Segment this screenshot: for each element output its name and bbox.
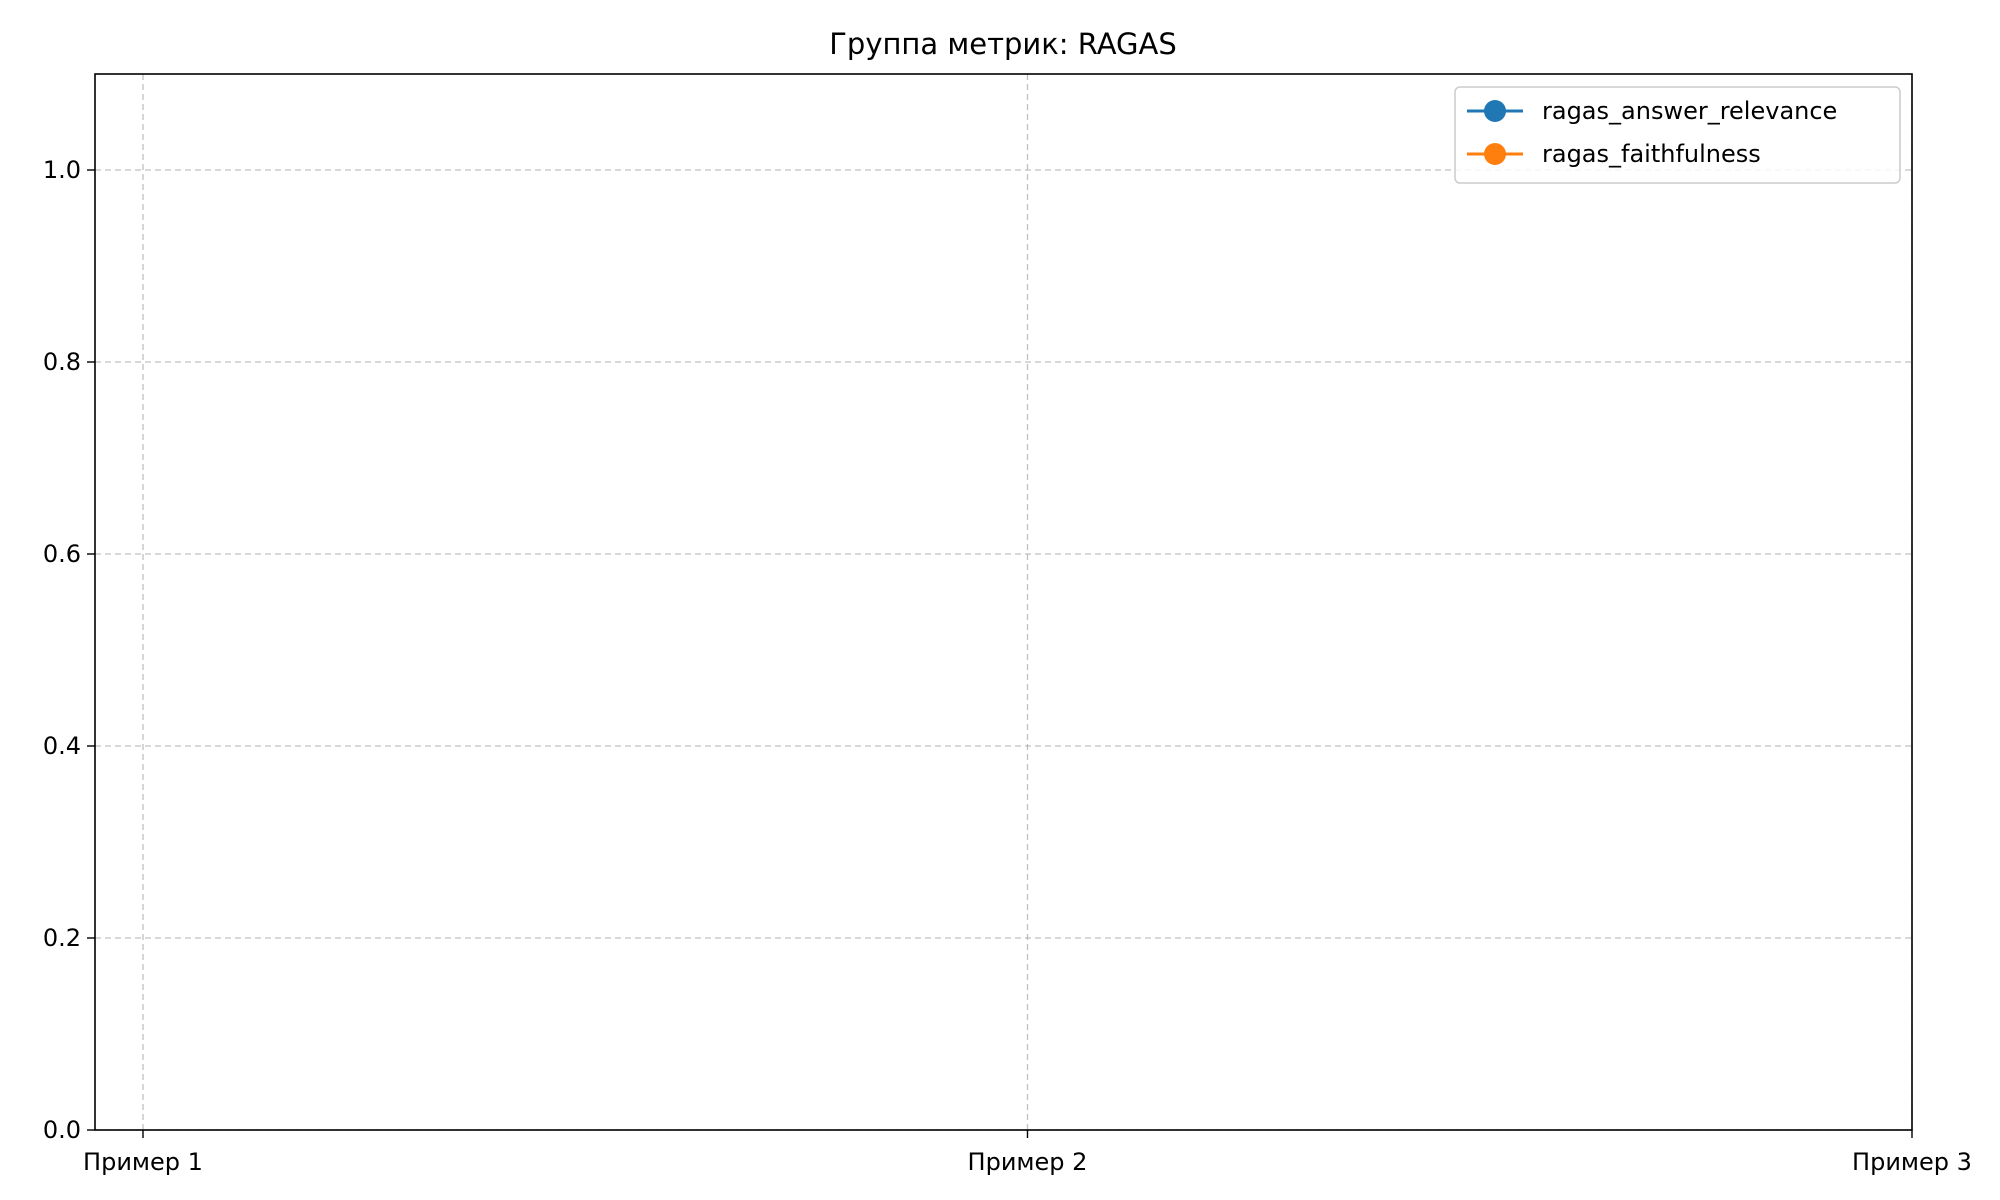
legend-marker: [1484, 100, 1506, 122]
chart-title: Группа метрик: RAGAS: [829, 27, 1177, 61]
x-tick-label: Пример 3: [1852, 1148, 1972, 1176]
x-tick-label: Пример 1: [83, 1148, 203, 1176]
legend-label: ragas_answer_relevance: [1542, 97, 1837, 125]
y-tick-label: 0.6: [43, 540, 81, 568]
legend: ragas_answer_relevance ragas_faithfulness: [1454, 86, 1901, 184]
y-tick-label: 0.4: [43, 732, 81, 760]
plot-area: [95, 74, 1912, 1130]
x-axis: Пример 1 Пример 2 Пример 3: [83, 1130, 1972, 1176]
y-tick-label: 1.0: [43, 156, 81, 184]
x-tick-label: Пример 2: [968, 1148, 1088, 1176]
y-tick-label: 0.2: [43, 924, 81, 952]
plot-frame: [94, 73, 1913, 1131]
y-axis: 0.0 0.2 0.4 0.6 0.8 1.0: [43, 156, 95, 1144]
legend-label: ragas_faithfulness: [1542, 140, 1761, 168]
y-tick-label: 0.8: [43, 348, 81, 376]
legend-box: [1454, 86, 1901, 184]
y-tick-label: 0.0: [43, 1116, 81, 1144]
legend-marker: [1484, 143, 1506, 165]
